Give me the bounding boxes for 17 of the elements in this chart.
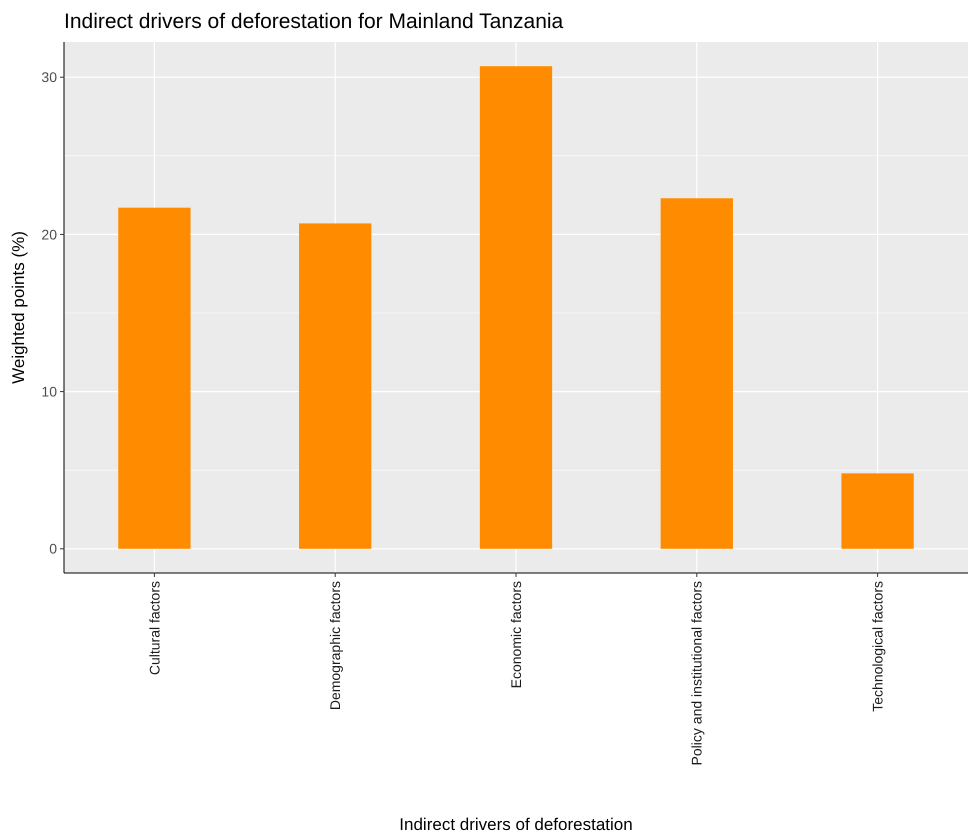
bar <box>299 223 372 549</box>
bar <box>841 473 914 549</box>
y-tick-label: 30 <box>41 69 58 86</box>
bar <box>118 208 191 549</box>
y-tick-label: 20 <box>41 226 58 242</box>
y-axis-title: Weighted points (%) <box>9 231 28 384</box>
y-tick-label: 0 <box>49 540 58 557</box>
chart-title: Indirect drivers of deforestation for Mainland Tanzania <box>64 10 564 33</box>
bar <box>660 198 733 549</box>
x-tick-label: Demographic factors <box>327 581 344 710</box>
y-tick-label: 10 <box>41 384 58 400</box>
x-axis-title: Indirect drivers of deforestation <box>399 815 633 834</box>
x-tick-label: Technological factors <box>870 581 886 712</box>
x-tick-label: Policy and institutional factors <box>688 581 705 766</box>
bar <box>480 66 552 549</box>
x-tick-label: Cultural factors <box>146 581 162 676</box>
x-tick-label: Economic factors <box>508 581 524 688</box>
